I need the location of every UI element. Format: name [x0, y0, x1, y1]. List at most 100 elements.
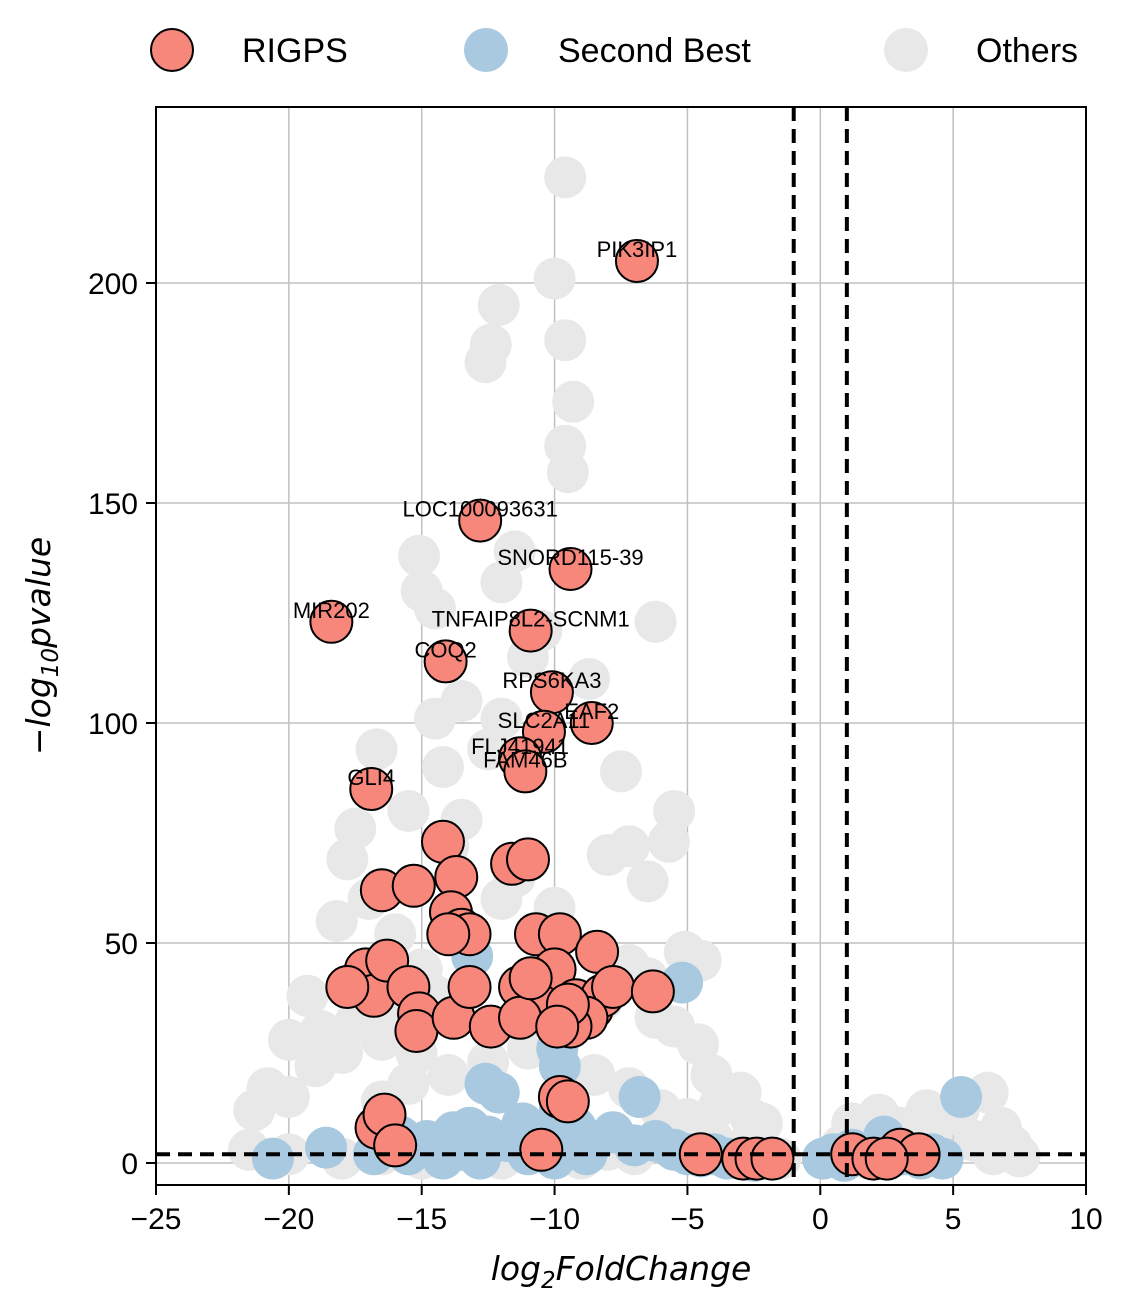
point-second-best-7	[251, 1137, 294, 1180]
y-axis-title: −log10pvalue	[19, 537, 64, 755]
point-others-19	[440, 680, 483, 722]
point-others-20	[421, 746, 464, 788]
point-others-14	[493, 530, 536, 573]
point-others-72	[427, 1054, 470, 1096]
point-others-3	[477, 284, 520, 326]
point-others-5	[464, 341, 507, 384]
point-others-67	[267, 1076, 310, 1118]
point-others-8	[546, 451, 589, 494]
point-rigps-1	[458, 498, 503, 543]
x-tick-label-0: −25	[131, 1203, 182, 1236]
x-tick-label-5: 0	[812, 1203, 829, 1236]
gene-label-9: FLJ41941	[471, 734, 569, 759]
y-tick-label-1: 50	[105, 928, 138, 961]
point-others-38	[315, 900, 358, 942]
legend-item-rigps[interactable]: RIGPS	[150, 28, 348, 72]
legend-marker-others	[884, 28, 928, 72]
point-others-17	[568, 658, 611, 700]
chart-legend: RIGPS Second Best Others	[150, 28, 1078, 72]
point-rigps-4	[508, 608, 553, 653]
point-others-32	[607, 825, 650, 868]
point-others-111	[905, 1089, 948, 1132]
point-others-1	[533, 257, 576, 300]
x-tick-label-7: 10	[1069, 1203, 1102, 1236]
x-tick-label-4: −5	[670, 1203, 704, 1236]
point-rigps-46	[508, 956, 553, 1001]
point-second-best-6	[477, 1071, 520, 1114]
point-rigps-32	[630, 969, 675, 1014]
legend-label-rigps: RIGPS	[242, 32, 348, 70]
legend-label-second-best: Second Best	[558, 32, 751, 70]
x-axis-title: log2FoldChange	[491, 1249, 752, 1294]
point-rigps-11	[349, 767, 394, 811]
data-points	[228, 156, 1041, 1182]
point-rigps-51	[373, 1123, 418, 1168]
gene-label-5: COQ2	[414, 637, 476, 662]
point-rigps-0	[614, 239, 659, 283]
point-rigps-54	[519, 1127, 564, 1172]
y-tick-label-3: 150	[88, 488, 138, 521]
y-tick-label-0: 0	[121, 1148, 138, 1181]
point-second-best-34	[459, 1137, 502, 1180]
x-tick-label-1: −20	[263, 1203, 314, 1236]
gene-label-3: MIR202	[293, 598, 370, 623]
point-others-44	[286, 974, 329, 1017]
point-rigps-15	[506, 837, 550, 882]
point-rigps-7	[569, 701, 614, 745]
point-others-22	[480, 697, 523, 740]
x-axis: −25 −20 −15 −10 −5 0 5 10	[131, 1185, 1103, 1236]
point-others-66	[233, 1089, 276, 1132]
point-rigps-10	[503, 749, 548, 794]
point-others-33	[626, 860, 669, 903]
point-others-35	[647, 820, 690, 863]
gene-label-8: SLC2A11	[498, 708, 591, 733]
point-rigps-2	[548, 547, 593, 591]
point-others-71	[387, 1062, 430, 1105]
point-others-12	[414, 587, 456, 630]
legend-item-others[interactable]: Others	[884, 28, 1078, 72]
x-tick-label-6: 5	[945, 1203, 962, 1236]
plot-frame	[155, 106, 1087, 1186]
y-axis: 0 50 100 150 200	[88, 268, 156, 1181]
point-others-9	[634, 600, 677, 643]
point-second-best-8	[305, 1126, 348, 1169]
point-others-2	[544, 319, 587, 362]
gene-label-2: SNORD115-39	[497, 545, 643, 570]
threshold-lines	[156, 107, 1086, 1185]
point-rigps-43	[447, 965, 492, 1009]
point-rigps-21	[426, 912, 471, 957]
point-second-best-48	[940, 1076, 983, 1118]
legend-label-others: Others	[976, 32, 1078, 70]
x-tick-label-3: −10	[529, 1203, 580, 1236]
point-others-25	[387, 790, 430, 832]
point-others-6	[552, 380, 595, 423]
point-rigps-53	[545, 1079, 590, 1124]
legend-marker-second-best	[464, 28, 508, 72]
point-rigps-48	[535, 1004, 580, 1049]
point-others-24	[600, 750, 642, 793]
point-others-37	[326, 838, 369, 881]
gene-label-6: RPS6KA3	[502, 668, 601, 693]
gene-label-11: GLI4	[347, 765, 395, 790]
x-tick-label-2: −15	[396, 1203, 447, 1236]
y-tick-label-4: 200	[88, 268, 138, 301]
point-rigps-41	[394, 1009, 439, 1053]
point-rigps-37	[325, 965, 370, 1009]
point-others-76	[573, 1054, 616, 1096]
gene-labels: PIK3IP1 LOC100093631 SNORD115-39 MIR202 TNFA…	[293, 237, 677, 790]
gene-label-10: FAM46B	[483, 747, 567, 772]
gene-label-7: EAF2	[564, 699, 619, 724]
point-rigps-58	[750, 1136, 795, 1181]
point-rigps-45	[498, 995, 543, 1040]
y-tick-label-2: 100	[88, 708, 138, 741]
gene-label-4: TNFAIP8L2-SCNM1	[432, 607, 630, 632]
point-others-46	[267, 1018, 310, 1061]
point-others-10	[398, 534, 441, 577]
point-second-best-2	[618, 1076, 661, 1118]
point-rigps-17	[391, 863, 436, 908]
point-others-69	[321, 1032, 363, 1074]
point-rigps-3	[309, 599, 354, 644]
legend-item-second-best[interactable]: Second Best	[464, 28, 751, 72]
gene-label-0: PIK3IP1	[597, 237, 678, 262]
